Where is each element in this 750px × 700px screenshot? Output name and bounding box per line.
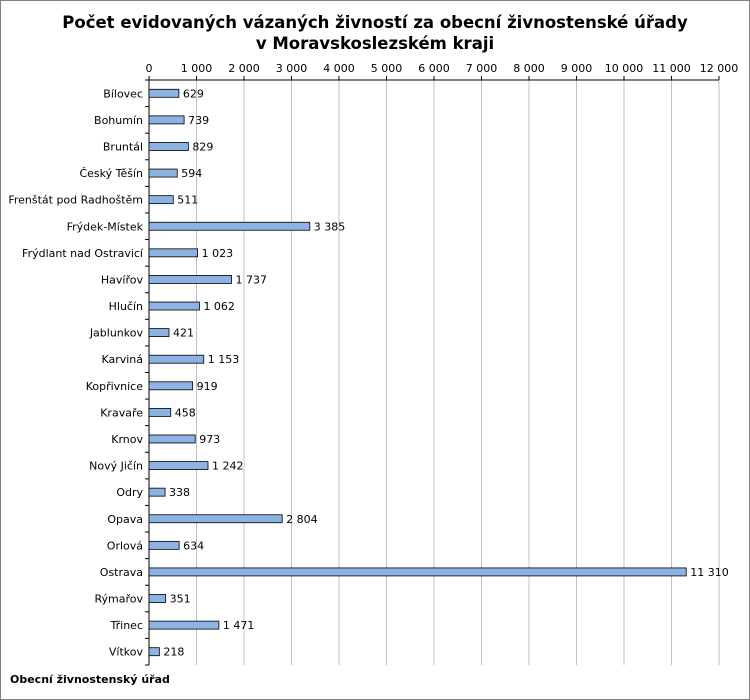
data-label: 1 471 [223,619,255,632]
data-label: 1 737 [236,273,268,286]
bar [148,540,180,550]
bar [148,620,220,630]
data-label: 594 [181,167,202,180]
data-label: 973 [199,433,220,446]
data-label: 1 023 [202,247,234,260]
x-tick-label: 3 000 [276,62,308,75]
axis-category-label: Obecní živnostenský úřad [10,673,170,686]
x-tick-label: 6 000 [418,62,450,75]
y-tick-label: Rýmařov [94,593,143,606]
x-tick-label: 9 000 [561,62,593,75]
bar [148,168,178,178]
x-tick-label: 8 000 [513,62,545,75]
y-tick-label: Hlučín [109,300,143,313]
x-tick-label: 0 [146,62,153,75]
chart-title-line-1: Počet evidovaných vázaných živností za o… [62,13,688,32]
bar [148,301,200,311]
y-tick-label: Bruntál [103,140,143,153]
x-tick-label: 11 000 [652,62,691,75]
data-label: 511 [177,194,198,207]
y-tick-label: Bílovec [103,87,143,100]
y-tick-label: Kopřivnice [86,380,144,393]
data-label: 1 153 [208,353,240,366]
data-label: 829 [192,140,213,153]
bar [148,195,174,205]
y-tick-label: Třinec [110,619,143,632]
data-label: 634 [183,539,204,552]
y-tick-label: Frenštát pod Radhoštěm [8,194,143,207]
data-label: 629 [183,87,204,100]
bar [148,142,189,151]
y-tick-label: Karviná [101,353,143,366]
bar [148,514,283,524]
y-tick-label: Havířov [101,273,144,286]
bar [148,275,232,284]
y-tick-label: Kravaře [100,406,143,419]
y-tick-label: Bohumín [94,114,143,127]
x-tick-label: 12 000 [700,62,739,75]
bar [148,354,205,364]
data-label: 421 [173,327,194,340]
data-label: 919 [197,380,218,393]
y-tick-label: Český Těšín [79,167,143,180]
bar [148,434,196,444]
data-label: 1 242 [212,460,244,473]
data-label: 351 [170,593,191,606]
x-tick-label: 1 000 [181,62,213,75]
data-label: 1 062 [203,300,235,313]
x-tick-label: 4 000 [323,62,355,75]
y-tick-label: Opava [107,513,143,526]
bar [148,487,166,497]
bar [148,594,167,603]
y-tick-label: Odry [116,486,143,499]
data-label: 338 [169,486,190,499]
bar [148,248,198,258]
data-label: 3 385 [314,220,346,233]
y-tick-label: Orlová [107,539,143,552]
y-tick-label: Ostrava [100,566,143,579]
y-tick-label: Nový Jičín [89,460,143,473]
y-tick-label: Jablunkov [89,327,144,340]
data-label: 2 804 [286,513,318,526]
bar [148,461,209,470]
y-tick-label: Frýdek-Místek [67,220,144,233]
x-tick-label: 10 000 [605,62,644,75]
y-tick-label: Krnov [111,433,143,446]
x-tick-label: 5 000 [371,62,403,75]
y-tick-label: Frýdlant nad Ostravicí [22,247,144,260]
bar [148,88,180,98]
x-tick-label: 7 000 [466,62,498,75]
data-label: 218 [163,646,184,659]
chart-title: Počet evidovaných vázaných živností za o… [0,12,750,54]
bar [148,328,170,338]
x-tick-label: 2 000 [228,62,260,75]
data-label: 11 310 [690,566,729,579]
bar [148,647,160,657]
bar [148,407,172,417]
chart-title-line-2: v Moravskoslezském kraji [255,34,495,53]
data-label: 739 [188,114,209,127]
bar [148,221,311,231]
bar [148,381,194,391]
data-label: 458 [175,406,196,419]
y-tick-label: Vítkov [109,646,144,659]
bar [148,567,687,577]
bar [148,115,185,125]
